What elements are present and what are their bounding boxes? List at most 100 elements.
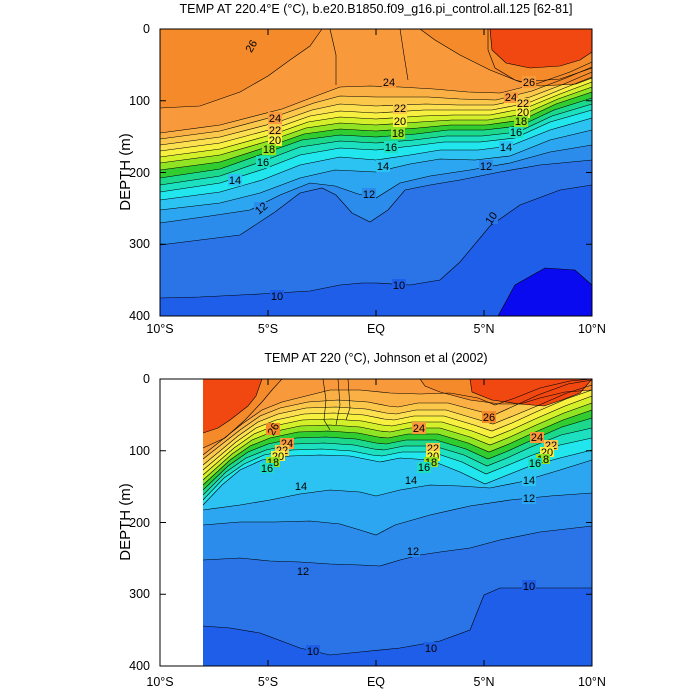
- panel1-label-24c: 24: [504, 92, 518, 104]
- ytick-label: 0: [143, 372, 150, 386]
- panel2-label-26b: 26: [482, 411, 496, 424]
- panel2-label-10c: 10: [522, 580, 536, 593]
- panel1-xtick-labels: 10°S 5°S EQ 5°N 10°N: [146, 322, 606, 336]
- panel-model: TEMP AT 220.4°E (°C), b.e20.B1850.f09_g1…: [117, 2, 606, 336]
- panel2-title: TEMP AT 220 (°C), Johnson et al (2002): [264, 351, 487, 365]
- panel1-label-14c: 14: [499, 141, 513, 154]
- band-25-26-west: [160, 29, 322, 108]
- svg-text:10: 10: [307, 646, 319, 658]
- ytick-label: 300: [129, 237, 150, 251]
- panel1-label-24a: 24: [382, 76, 396, 89]
- ytick-label: 400: [129, 659, 150, 673]
- svg-text:12: 12: [523, 493, 535, 505]
- svg-text:12: 12: [363, 189, 375, 201]
- svg-text:10: 10: [271, 291, 283, 303]
- xtick-label: 5°N: [474, 675, 495, 689]
- panel2-label-26a: 26: [266, 421, 283, 438]
- svg-text:12: 12: [297, 566, 309, 578]
- svg-text:24: 24: [505, 92, 517, 104]
- panel1-label-16a: 16: [384, 141, 398, 154]
- svg-text:24: 24: [413, 423, 425, 435]
- xtick-label: 5°N: [474, 322, 495, 336]
- svg-text:18: 18: [392, 128, 404, 140]
- panel2-label-16b: 16: [417, 462, 431, 474]
- panel1-ytick-labels: 0 100 200 300 400: [129, 22, 150, 323]
- ytick-label: 100: [129, 94, 150, 108]
- band-above-27-west: [203, 379, 262, 433]
- panel1-label-18c: 18: [514, 116, 528, 128]
- panel2-label-24c: 24: [530, 432, 544, 444]
- svg-text:12: 12: [407, 546, 419, 558]
- panel2-label-10a: 10: [306, 645, 320, 658]
- svg-text:20: 20: [394, 116, 406, 128]
- xtick-label: 10°S: [146, 322, 173, 336]
- svg-text:16: 16: [418, 462, 430, 474]
- panel1-contour-labels: 26 24 22 20 18 16 14 12 24 22 20 18 16 1…: [228, 38, 536, 303]
- svg-text:16: 16: [510, 127, 522, 139]
- svg-text:22: 22: [269, 125, 281, 137]
- panel2-label-16a: 16: [260, 463, 274, 475]
- panel1-label-24b: 24: [268, 112, 282, 125]
- svg-text:18: 18: [515, 116, 527, 128]
- svg-text:14: 14: [295, 481, 307, 493]
- panel1-ylabel: DEPTH (m): [117, 133, 134, 211]
- panel2-xtick-labels: 10°S 5°S EQ 5°N 10°N: [146, 675, 606, 689]
- panel1-label-18a: 18: [391, 127, 405, 140]
- svg-text:10: 10: [425, 643, 437, 655]
- panel2-contour-labels: 26 24 22 20 18 16 14 24 26 22 20 18 16 1…: [260, 411, 558, 658]
- panel1-label-22a: 22: [393, 102, 407, 115]
- panel2-ytick-labels: 0 100 200 300 400: [129, 372, 150, 673]
- panel1-label-14b: 14: [228, 174, 242, 187]
- svg-text:26: 26: [523, 77, 535, 89]
- panel1-label-16c: 16: [509, 127, 523, 139]
- panel1-label-12a: 12: [362, 188, 376, 201]
- panel2-yticks: [160, 378, 592, 595]
- panel2-xticks: [267, 379, 485, 666]
- svg-text:14: 14: [377, 161, 389, 173]
- panel1-title: TEMP AT 220.4°E (°C), b.e20.B1850.f09_g1…: [180, 2, 573, 16]
- panel-observed: TEMP AT 220 (°C), Johnson et al (2002) D…: [117, 351, 606, 689]
- svg-text:10: 10: [393, 280, 405, 292]
- xtick-label: 10°N: [578, 675, 606, 689]
- xtick-label: 5°S: [258, 675, 278, 689]
- panel1-label-10a: 10: [270, 290, 284, 303]
- xtick-label: 10°N: [578, 322, 606, 336]
- svg-text:18: 18: [263, 144, 275, 156]
- xtick-label: 10°S: [146, 675, 173, 689]
- panel2-label-10b: 10: [424, 642, 438, 655]
- ytick-label: 200: [129, 166, 150, 180]
- panel1-label-22b: 22: [268, 124, 282, 137]
- panel1-label-26a: 26: [244, 38, 261, 55]
- panel1-yticks: [160, 28, 592, 245]
- svg-text:26: 26: [483, 412, 495, 424]
- ytick-label: 300: [129, 587, 150, 601]
- svg-text:14: 14: [523, 475, 535, 487]
- panel1-label-16b: 16: [256, 156, 270, 169]
- band-above-27: [490, 29, 592, 68]
- panel2-contour-fill: [203, 379, 592, 666]
- panel1-label-14a: 14: [376, 160, 390, 173]
- xtick-label: 5°S: [258, 322, 278, 336]
- ytick-label: 0: [143, 22, 150, 36]
- band-above-27-east: [470, 379, 592, 406]
- band-below-9: [498, 268, 592, 316]
- panel2-label-14c: 14: [522, 474, 536, 487]
- panel2-label-12a: 12: [522, 492, 536, 505]
- svg-text:24: 24: [269, 113, 281, 125]
- panel2-label-24b: 24: [412, 422, 426, 435]
- panel1-label-12b: 12: [253, 200, 270, 217]
- panel2-label-14a: 14: [294, 480, 308, 493]
- panel1-label-20a: 20: [393, 115, 407, 128]
- panel2-label-12c: 12: [296, 565, 310, 578]
- svg-text:14: 14: [229, 175, 241, 187]
- svg-text:14: 14: [405, 475, 417, 487]
- panel1-label-10c: 10: [483, 210, 500, 227]
- svg-text:24: 24: [531, 432, 543, 444]
- svg-text:16: 16: [257, 157, 269, 169]
- panel2-contour-lines: [202, 378, 593, 656]
- panel2-label-14b: 14: [404, 474, 418, 487]
- svg-text:22: 22: [394, 103, 406, 115]
- svg-text:16: 16: [385, 142, 397, 154]
- svg-text:12: 12: [480, 161, 492, 173]
